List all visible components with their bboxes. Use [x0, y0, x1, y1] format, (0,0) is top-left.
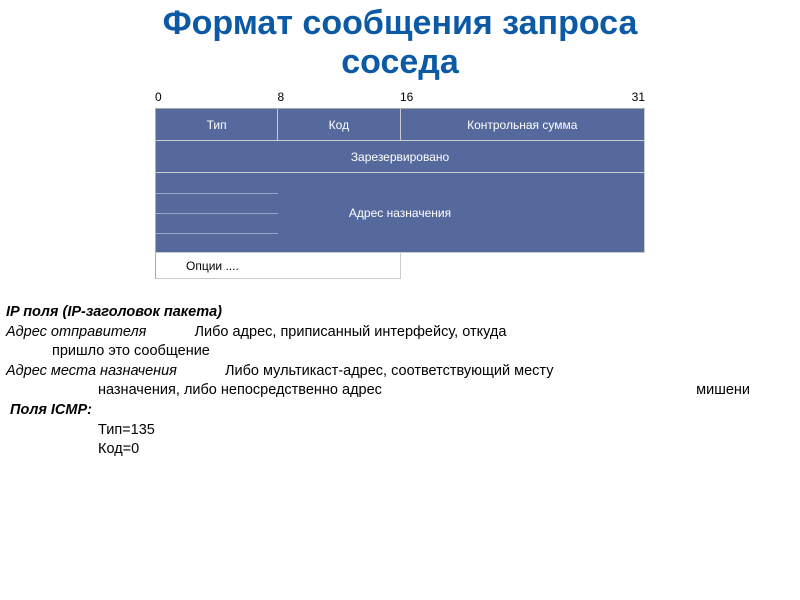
dst-label: Адрес места назначения: [6, 363, 177, 379]
packet-row-4: Опции ....: [156, 253, 645, 279]
field-dest-address: Адрес назначения: [156, 173, 645, 253]
packet-row-1: Тип Код Контрольная сумма: [156, 109, 645, 141]
icmp-type: Тип=135: [6, 421, 790, 441]
field-reserved: Зарезервировано: [156, 141, 645, 173]
src-text-b: пришло это сообщение: [6, 342, 790, 362]
dst-line2: назначения, либо непосредственно адрес м…: [6, 381, 790, 401]
packet-row-3: Адрес назначения: [156, 173, 645, 253]
dst-text-b: назначения, либо непосредственно адрес: [6, 382, 382, 398]
src-label: Адрес отправителя: [6, 324, 146, 340]
packet-row-2: Зарезервировано: [156, 141, 645, 173]
field-dest-address-label: Адрес назначения: [349, 206, 451, 220]
src-text-a: Либо адрес, приписанный интерфейсу, отку…: [194, 324, 506, 340]
field-checksum: Контрольная сумма: [401, 109, 646, 141]
ip-fields-header: IP поля (IP-заголовок пакета): [6, 303, 790, 323]
field-type: Тип: [156, 109, 278, 141]
bit-8: 8: [278, 90, 285, 104]
icmp-code: Код=0: [6, 440, 790, 460]
dst-text-a: Либо мультикаст-адрес, соответствующий м…: [225, 363, 553, 379]
field-code: Код: [278, 109, 400, 141]
title-line2: соседа: [341, 43, 459, 81]
bit-16: 16: [400, 90, 413, 104]
dst-text-c: мишени: [696, 381, 790, 401]
dst-line: Адрес места назначения Либо мультикаст-а…: [6, 362, 790, 382]
page-title: Формат сообщения запроса соседа: [0, 0, 800, 82]
field-options: Опции ....: [156, 253, 401, 279]
icmp-header-text: Поля ICMP:: [10, 402, 92, 418]
packet-table: Тип Код Контрольная сумма Зарезервирован…: [155, 108, 645, 279]
src-line: Адрес отправителя Либо адрес, приписанны…: [6, 323, 790, 343]
bit-0: 0: [155, 90, 162, 104]
packet-diagram: 0 8 16 31 Тип Код Контрольная сумма Заре…: [155, 90, 645, 279]
bit-31: 31: [632, 90, 645, 104]
bit-ruler: 0 8 16 31: [155, 90, 645, 108]
title-line1: Формат сообщения запроса: [163, 4, 638, 42]
icmp-fields-header: Поля ICMP:: [6, 401, 790, 421]
description-block: IP поля (IP-заголовок пакета) Адрес отпр…: [0, 279, 800, 460]
